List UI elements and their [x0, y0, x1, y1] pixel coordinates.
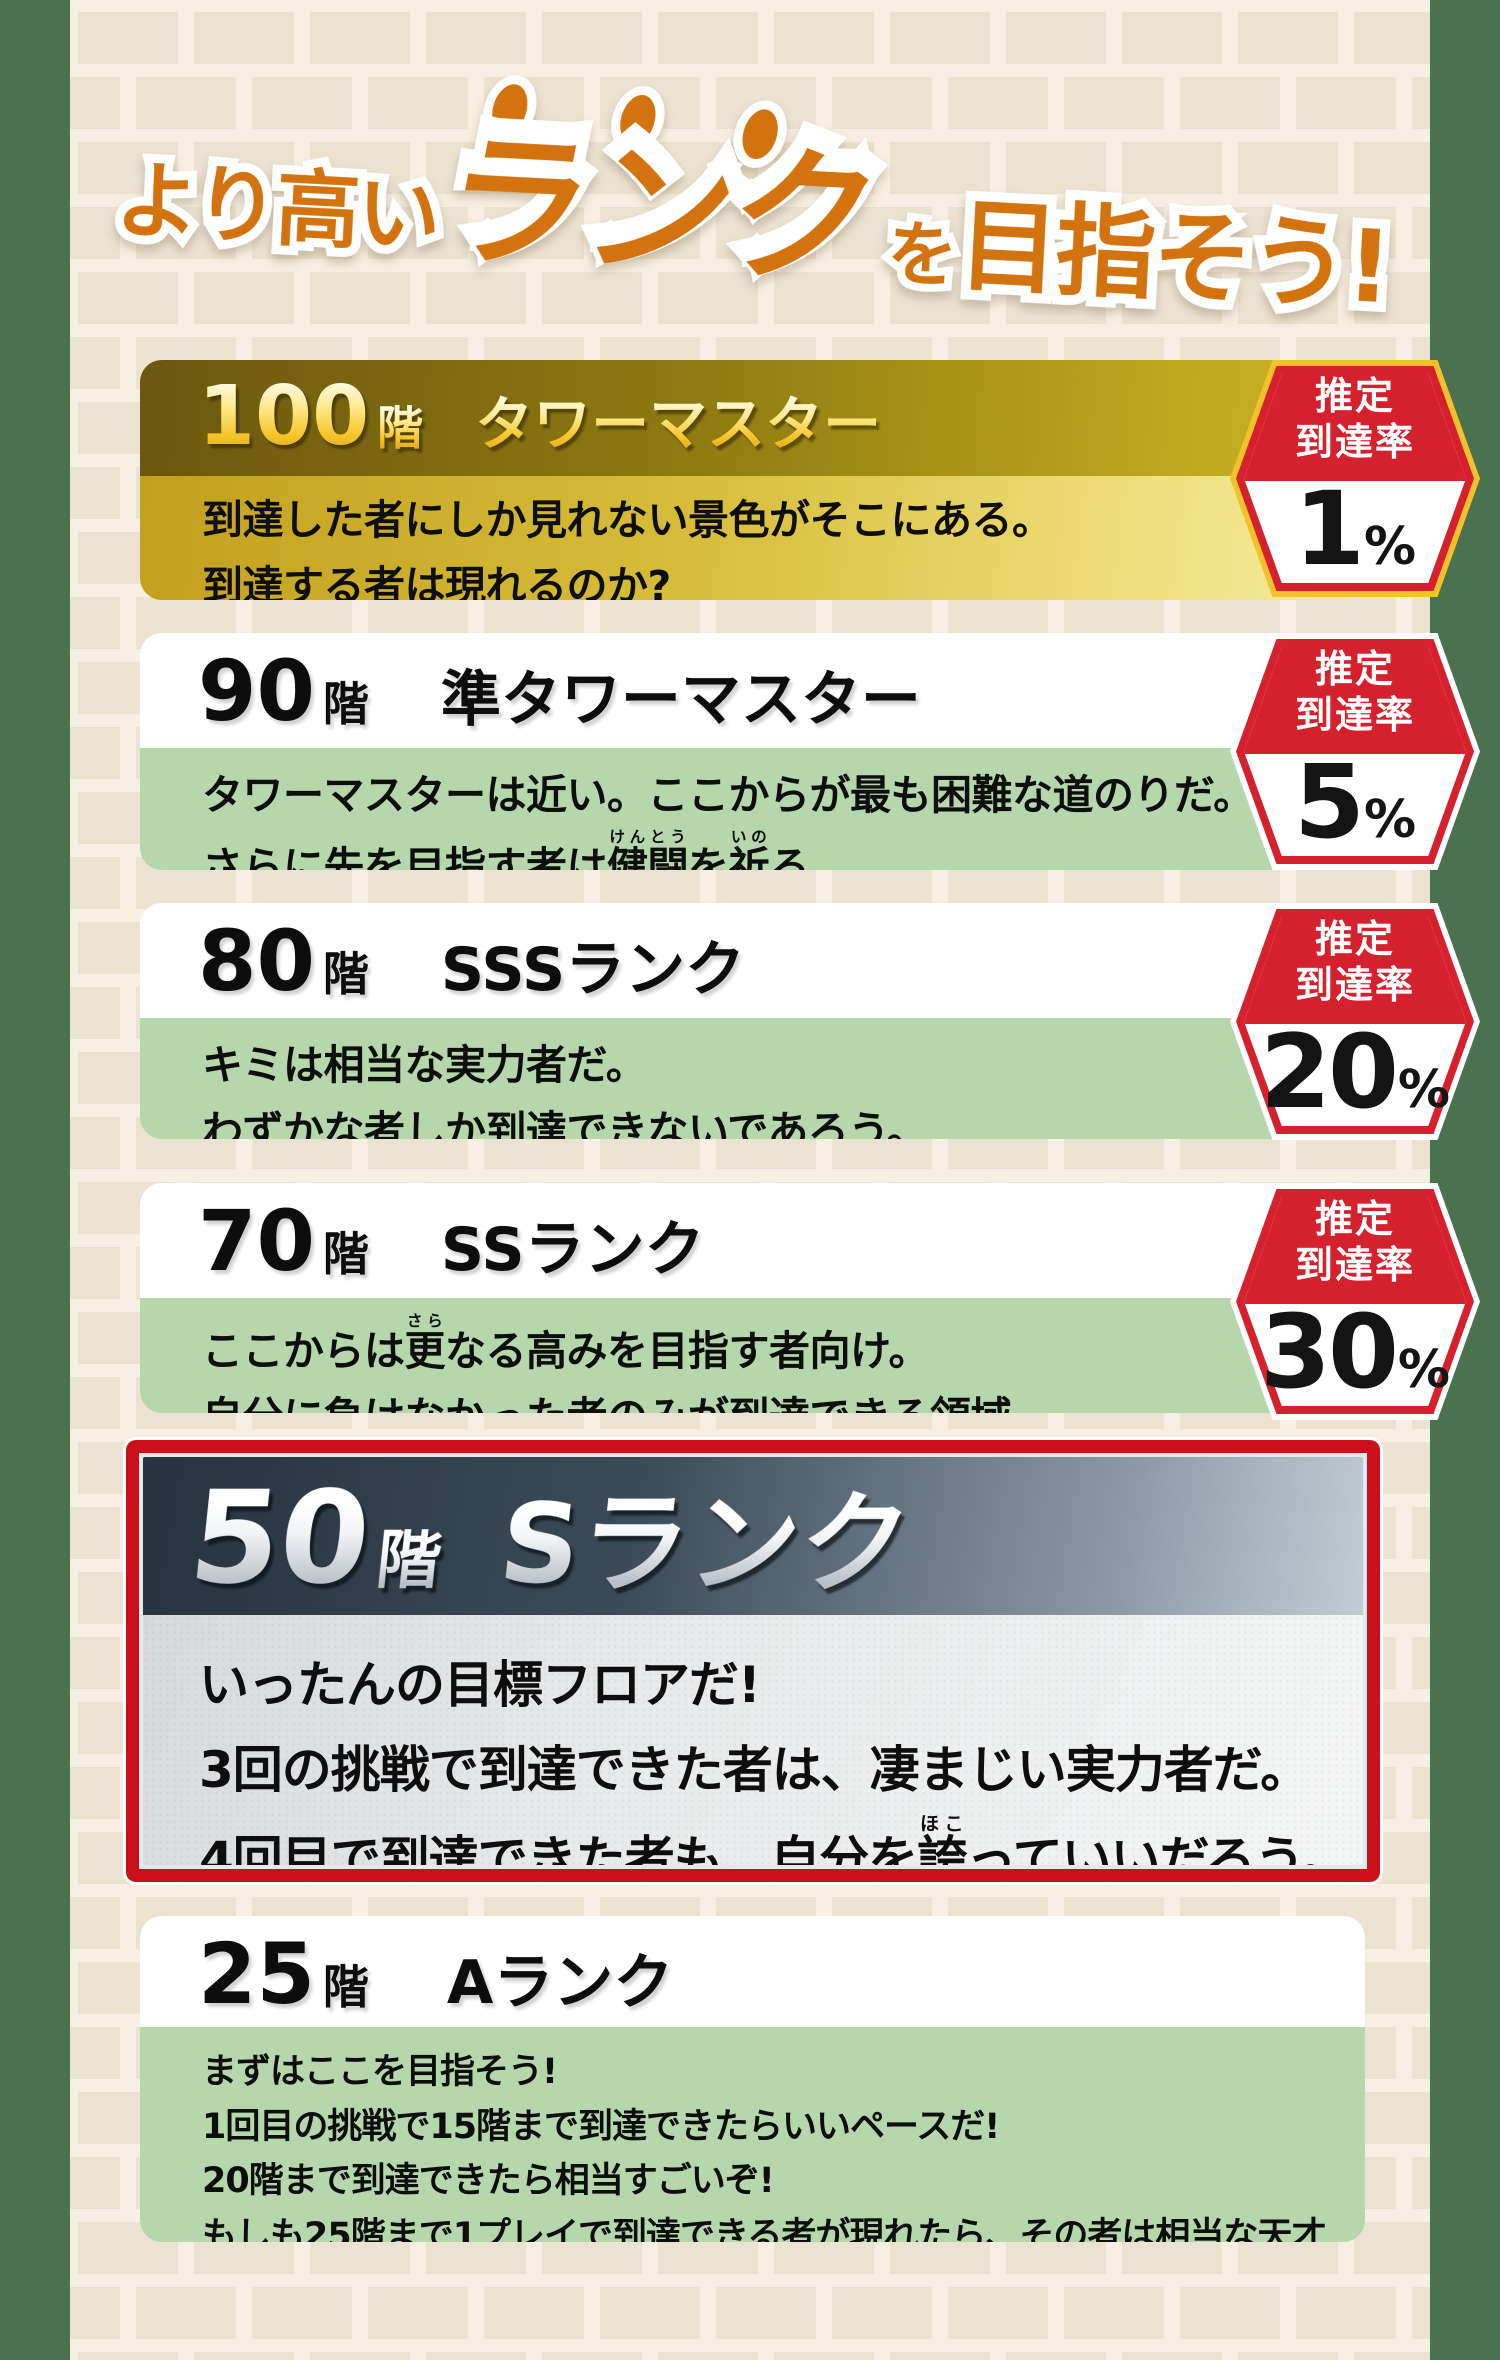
floor-suffix: 階: [322, 947, 369, 1001]
rank-name: 準タワーマスター: [440, 665, 921, 735]
badge-label: 推定 到達率: [1230, 647, 1480, 738]
floor-suffix: 階: [322, 677, 369, 731]
badge-value: 30 %: [1230, 1293, 1480, 1412]
badge-label: 推定 到達率: [1230, 374, 1480, 465]
description-line: もしも25階まで1プレイで到達できる者が現れたら、その者は相当な天才だ。: [202, 2215, 1326, 2242]
badge-inner: [1244, 917, 1466, 1126]
description-line: 自分に負けなかった者のみが到達できる領域。: [202, 1384, 1365, 1413]
rank-card-50-content: 50 階 Sランク いったんの目標フロアだ! 3回の挑戦で到達できた者は、凄まじ…: [143, 1457, 1363, 1865]
description-line: いったんの目標フロアだ!: [199, 1656, 761, 1714]
badge-percent-sign: %: [1397, 1340, 1451, 1400]
description-line: 3回の挑戦で到達できた者は、凄まじい実力者だ。: [199, 1741, 1310, 1799]
badge-inner: [1244, 647, 1466, 856]
floor-suffix: 階: [377, 401, 424, 455]
badge-red-top: [1244, 1197, 1466, 1304]
title-part-mezasou: 目指そう!: [956, 187, 1392, 326]
floor-number: 70: [198, 1192, 315, 1290]
title-part-wo: を: [885, 213, 956, 298]
badge-red-top: [1244, 374, 1466, 481]
rank-card-70: 70 階 SSランク ここからは更さらなる高みを目指す者向け。 自分に負けなかっ…: [140, 1183, 1365, 1413]
rank-card-90-description: タワーマスターは近い。ここからが最も困難な道のりだ。 さらに先を目指す者は健闘け…: [140, 748, 1365, 870]
floor-number: 90: [198, 642, 315, 740]
badge-red-top: [1244, 917, 1466, 1024]
description-line: キミは相当な実力者だ。: [202, 1041, 647, 1089]
description-line: まずはここを目指そう!: [202, 2052, 558, 2092]
estimated-reach-badge-80: 推定 到達率 20 %: [1230, 903, 1480, 1140]
rank-card-80-header: 80 階 SSSランク: [140, 903, 1365, 1018]
floor-number: 100: [198, 369, 370, 464]
floor-suffix: 階: [322, 1227, 369, 1281]
title-part-yori-takai: より高い: [113, 151, 440, 266]
badge-label: 推定 到達率: [1230, 1197, 1480, 1288]
badge-percent-sign: %: [1397, 1060, 1451, 1120]
badge-label-line2: 到達率: [1294, 1242, 1415, 1287]
badge-value: 20 %: [1230, 1013, 1480, 1132]
rank-card-70-header: 70 階 SSランク: [140, 1183, 1365, 1298]
badge-label-line2: 到達率: [1294, 419, 1415, 464]
description-line: さらに先を目指す者は健闘けんとうを祈いのる。: [202, 828, 851, 870]
badge-inner: [1244, 1197, 1466, 1406]
description-line: わずかな者しか到達できないであろう。: [202, 1107, 927, 1139]
title-part-rank: ランク: [428, 116, 889, 307]
rank-card-80: 80 階 SSSランク キミは相当な実力者だ。 わずかな者しか到達できないであろ…: [140, 903, 1365, 1139]
rank-card-80-description: キミは相当な実力者だ。 わずかな者しか到達できないであろう。: [140, 1018, 1365, 1139]
badge-label-line1: 推定: [1314, 647, 1395, 691]
rank-card-90: 90 階 準タワーマスター タワーマスターは近い。ここからが最も困難な道のりだ。…: [140, 633, 1365, 870]
rank-card-100-header: 100 階 タワーマスター: [140, 360, 1365, 476]
description-line: ここからは更さらなる高みを目指す者向け。: [202, 1312, 929, 1375]
description-line: タワーマスターは近い。ここからが最も困難な道のりだ。: [202, 771, 1254, 819]
floor-suffix: 階: [372, 1524, 445, 1598]
badge-label: 推定 到達率: [1230, 917, 1480, 1008]
floor-number: 25: [198, 1925, 315, 2023]
badge-red-top: [1244, 647, 1466, 754]
badge-label-line2: 到達率: [1294, 962, 1415, 1007]
description-line: 到達する者は現れるのか?: [202, 561, 671, 600]
rank-card-50-description: いったんの目標フロアだ! 3回の挑戦で到達できた者は、凄まじい実力者だ。 4回目…: [143, 1615, 1363, 1865]
rank-card-50-title: 50 階 Sランク: [183, 1464, 917, 1613]
estimated-reach-badge-90: 推定 到達率 5 %: [1230, 633, 1480, 870]
badge-label-line1: 推定: [1314, 374, 1395, 418]
rank-name: SSランク: [440, 1215, 705, 1285]
estimated-reach-badge-70: 推定 到達率 30 %: [1230, 1183, 1480, 1420]
badge-label-line1: 推定: [1314, 1197, 1395, 1241]
badge-label-line2: 到達率: [1294, 692, 1415, 737]
rank-name: Sランク: [493, 1480, 917, 1608]
badge-percent-sign: %: [1363, 790, 1417, 850]
badge-percent-number: 1: [1293, 470, 1365, 589]
badge-label-line1: 推定: [1314, 917, 1395, 961]
rank-card-100-description: 到達した者にしか見れない景色がそこにある。 到達する者は現れるのか?: [140, 476, 1365, 600]
floor-suffix: 階: [322, 1960, 369, 2014]
badge-percent-number: 5: [1293, 743, 1365, 862]
description-line: 4回目で到達できた者も、自分を誇ほこっていいだろう。: [199, 1813, 1351, 1865]
description-line: 到達した者にしか見れない景色がそこにある。: [202, 496, 1053, 544]
rank-card-25-description: まずはここを目指そう! 1回目の挑戦で15階まで到達できたらいいペースだ! 20…: [140, 2027, 1365, 2242]
rank-name: SSSランク: [440, 935, 746, 1005]
estimated-reach-badge-100: 推定 到達率 1 %: [1230, 360, 1480, 597]
floor-number: 50: [183, 1464, 378, 1613]
rank-card-70-description: ここからは更さらなる高みを目指す者向け。 自分に負けなかった者のみが到達できる領…: [140, 1298, 1365, 1413]
rank-card-25-header: 25 階 Aランク: [140, 1916, 1365, 2027]
description-line: 20階まで到達できたら相当すごいぞ!: [202, 2161, 775, 2202]
rank-card-50-header: 50 階 Sランク: [143, 1457, 1363, 1615]
title-part-rank-wrap: ランク: [428, 83, 889, 307]
badge-percent-number: 30: [1259, 1293, 1399, 1412]
badge-percent-sign: %: [1363, 517, 1417, 577]
rank-card-100: 100 階 タワーマスター 到達した者にしか見れない景色がそこにある。 到達する…: [140, 360, 1365, 600]
badge-value: 5 %: [1230, 743, 1480, 862]
description-line: 1回目の挑戦で15階まで到達できたらいいペースだ!: [202, 2106, 1000, 2147]
rank-name: タワーマスター: [475, 390, 882, 458]
badge-inner: [1244, 374, 1466, 583]
rank-card-25: 25 階 Aランク まずはここを目指そう! 1回目の挑戦で15階まで到達できたら…: [140, 1916, 1365, 2242]
badge-value: 1 %: [1230, 470, 1480, 589]
rank-name: Aランク: [446, 1948, 674, 2018]
rank-card-50-highlight: 50 階 Sランク いったんの目標フロアだ! 3回の挑戦で到達できた者は、凄まじ…: [126, 1440, 1380, 1882]
badge-percent-number: 20: [1259, 1013, 1399, 1132]
floor-number: 80: [198, 912, 315, 1010]
rank-card-90-header: 90 階 準タワーマスター: [140, 633, 1365, 748]
